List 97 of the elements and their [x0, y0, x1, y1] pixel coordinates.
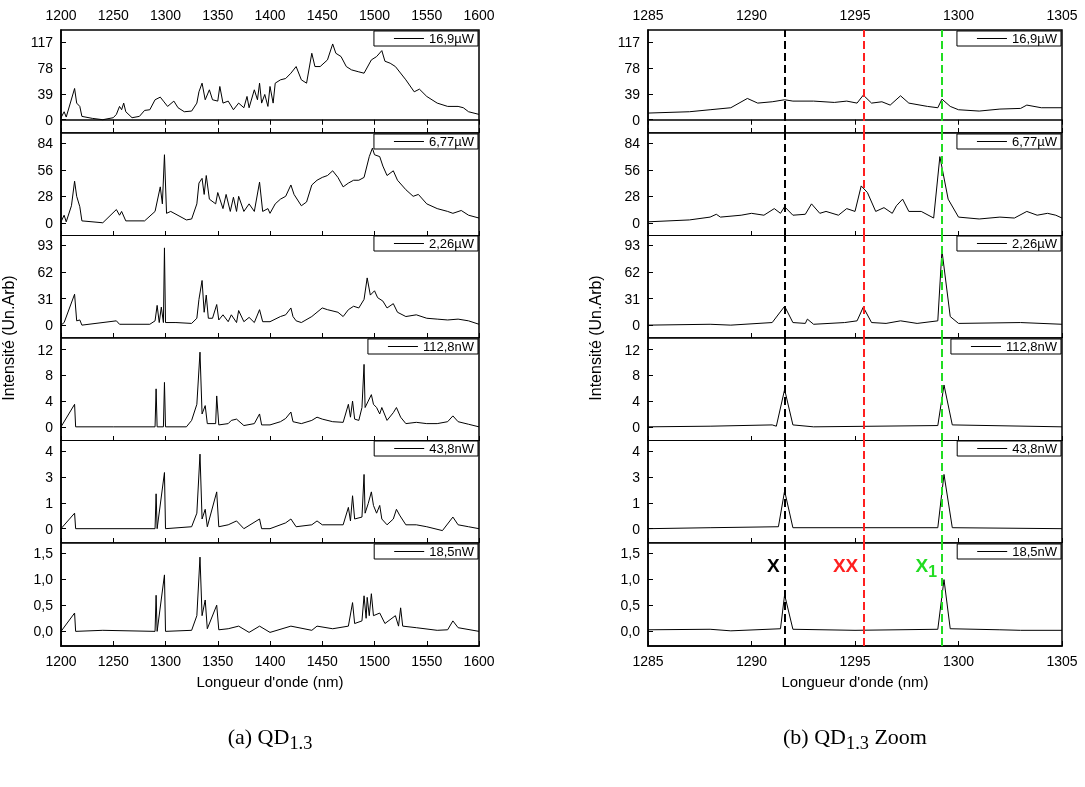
x2-tick-label: 1550: [411, 7, 443, 23]
y-tick-label: 84: [37, 134, 54, 151]
y-tick-label: 62: [624, 263, 641, 280]
y-tick-label: 8: [632, 366, 641, 383]
x-tick-label: 1305: [1046, 652, 1078, 669]
y-tick-label: 0: [632, 520, 641, 537]
y-tick-label: 62: [37, 263, 54, 280]
ref-line-label: X: [766, 554, 780, 577]
y-tick-label: 0: [45, 317, 54, 334]
x-tick-label: 1350: [202, 652, 234, 669]
y-tick-label: 4: [45, 443, 54, 460]
y-tick-label: 56: [37, 161, 54, 178]
x-tick-label: 1250: [97, 652, 130, 669]
y-tick-label: 4: [45, 392, 54, 409]
x-tick-label: 1600: [463, 652, 495, 669]
text: Intensité (Un.Arb): [587, 274, 605, 401]
x2-tick-label: 1250: [97, 7, 130, 23]
y-tick-label: 28: [624, 187, 641, 204]
x-axis-title: Longueur d'onde (nm): [196, 672, 344, 690]
y-tick-label: 0,0: [33, 622, 54, 639]
legend-label: 18,5nW: [1012, 543, 1058, 559]
legend-label: 112,8nW: [422, 338, 475, 354]
x2-tick-label: 1295: [839, 7, 871, 23]
y-tick-label: 1,5: [620, 544, 641, 561]
x2-tick-label: 1300: [149, 7, 182, 23]
legend-label: 43,8nW: [1012, 441, 1058, 456]
y-tick-label: 0,5: [33, 596, 54, 613]
y-tick-label: 3: [632, 468, 641, 485]
x-tick-label: 1200: [45, 652, 77, 669]
y-tick-label: 12: [37, 341, 54, 358]
ref-line-label: X$_{1}$: [915, 554, 937, 582]
text: (a) QD$_{1.3}$: [226, 724, 314, 755]
x2-tick-label: 1290: [735, 7, 768, 23]
x2-tick-label: 1450: [306, 7, 339, 23]
y-tick-label: 0,5: [620, 596, 641, 613]
x2-tick-label: 1200: [45, 7, 77, 23]
y-tick-label: 8: [45, 366, 54, 383]
legend-label: 112,8nW: [1005, 338, 1058, 354]
y-tick-label: 0: [632, 214, 641, 231]
x-tick-label: 1290: [735, 652, 768, 669]
y-tick-label: 28: [37, 187, 54, 204]
legend-label: 18,5nW: [429, 543, 475, 559]
y-tick-label: 117: [30, 33, 54, 50]
x2-tick-label: 1400: [254, 7, 286, 23]
x2-tick-label: 1350: [202, 7, 234, 23]
ref-line-label: XX: [832, 554, 859, 577]
y-tick-label: 12: [624, 341, 641, 358]
y-tick-label: 31: [624, 290, 641, 307]
x-tick-label: 1285: [632, 652, 664, 669]
y-tick-label: 1: [45, 494, 54, 511]
x2-tick-label: 1600: [463, 7, 495, 23]
legend-label: 6,77µW: [428, 133, 475, 149]
x2-tick-label: 1285: [632, 7, 664, 23]
y-tick-label: 56: [624, 161, 641, 178]
x-tick-label: 1400: [254, 652, 286, 669]
legend-label: 43,8nW: [429, 441, 475, 456]
y-tick-label: 0: [45, 111, 54, 128]
y-tick-label: 0: [632, 317, 641, 334]
y-tick-label: 0,0: [620, 622, 641, 639]
y-tick-label: 0: [45, 418, 54, 435]
y-tick-label: 1,0: [33, 570, 54, 587]
legend-label: 16,9µW: [1011, 31, 1058, 46]
y-tick-label: 4: [632, 443, 641, 460]
y-tick-label: 1,0: [620, 570, 641, 587]
x-tick-label: 1500: [358, 652, 391, 669]
x-tick-label: 1550: [411, 652, 443, 669]
y-tick-label: 78: [624, 59, 641, 76]
legend-label: 2,26µW: [428, 236, 475, 251]
y-tick-label: 93: [37, 237, 54, 254]
legend-label: 16,9µW: [428, 31, 475, 46]
y-tick-label: 0: [632, 418, 641, 435]
y-tick-label: 78: [37, 59, 54, 76]
x-tick-label: 1300: [942, 652, 975, 669]
text: Intensité (Un.Arb): [0, 274, 18, 401]
x-axis-title: Longueur d'onde (nm): [781, 672, 929, 690]
y-tick-label: 1,5: [33, 544, 54, 561]
legend-label: 2,26µW: [1011, 236, 1058, 251]
x2-tick-label: 1300: [942, 7, 975, 23]
x-tick-label: 1300: [149, 652, 182, 669]
legend-label: 6,77µW: [1011, 133, 1058, 149]
y-tick-label: 93: [624, 237, 641, 254]
x2-tick-label: 1500: [358, 7, 391, 23]
y-tick-label: 3: [45, 468, 54, 485]
y-tick-label: 39: [624, 85, 641, 102]
y-tick-label: 4: [632, 392, 641, 409]
y-tick-label: 0: [45, 214, 54, 231]
y-tick-label: 0: [632, 111, 641, 128]
x-tick-label: 1295: [839, 652, 871, 669]
x2-tick-label: 1305: [1046, 7, 1078, 23]
y-tick-label: 31: [37, 290, 54, 307]
y-tick-label: 1: [632, 494, 641, 511]
y-tick-label: 117: [617, 33, 641, 50]
y-tick-label: 0: [45, 520, 54, 537]
text: (b) QD$_{1.3}$ Zoom: [782, 724, 928, 755]
y-tick-label: 39: [37, 85, 54, 102]
x-tick-label: 1450: [306, 652, 339, 669]
y-tick-label: 84: [624, 134, 641, 151]
